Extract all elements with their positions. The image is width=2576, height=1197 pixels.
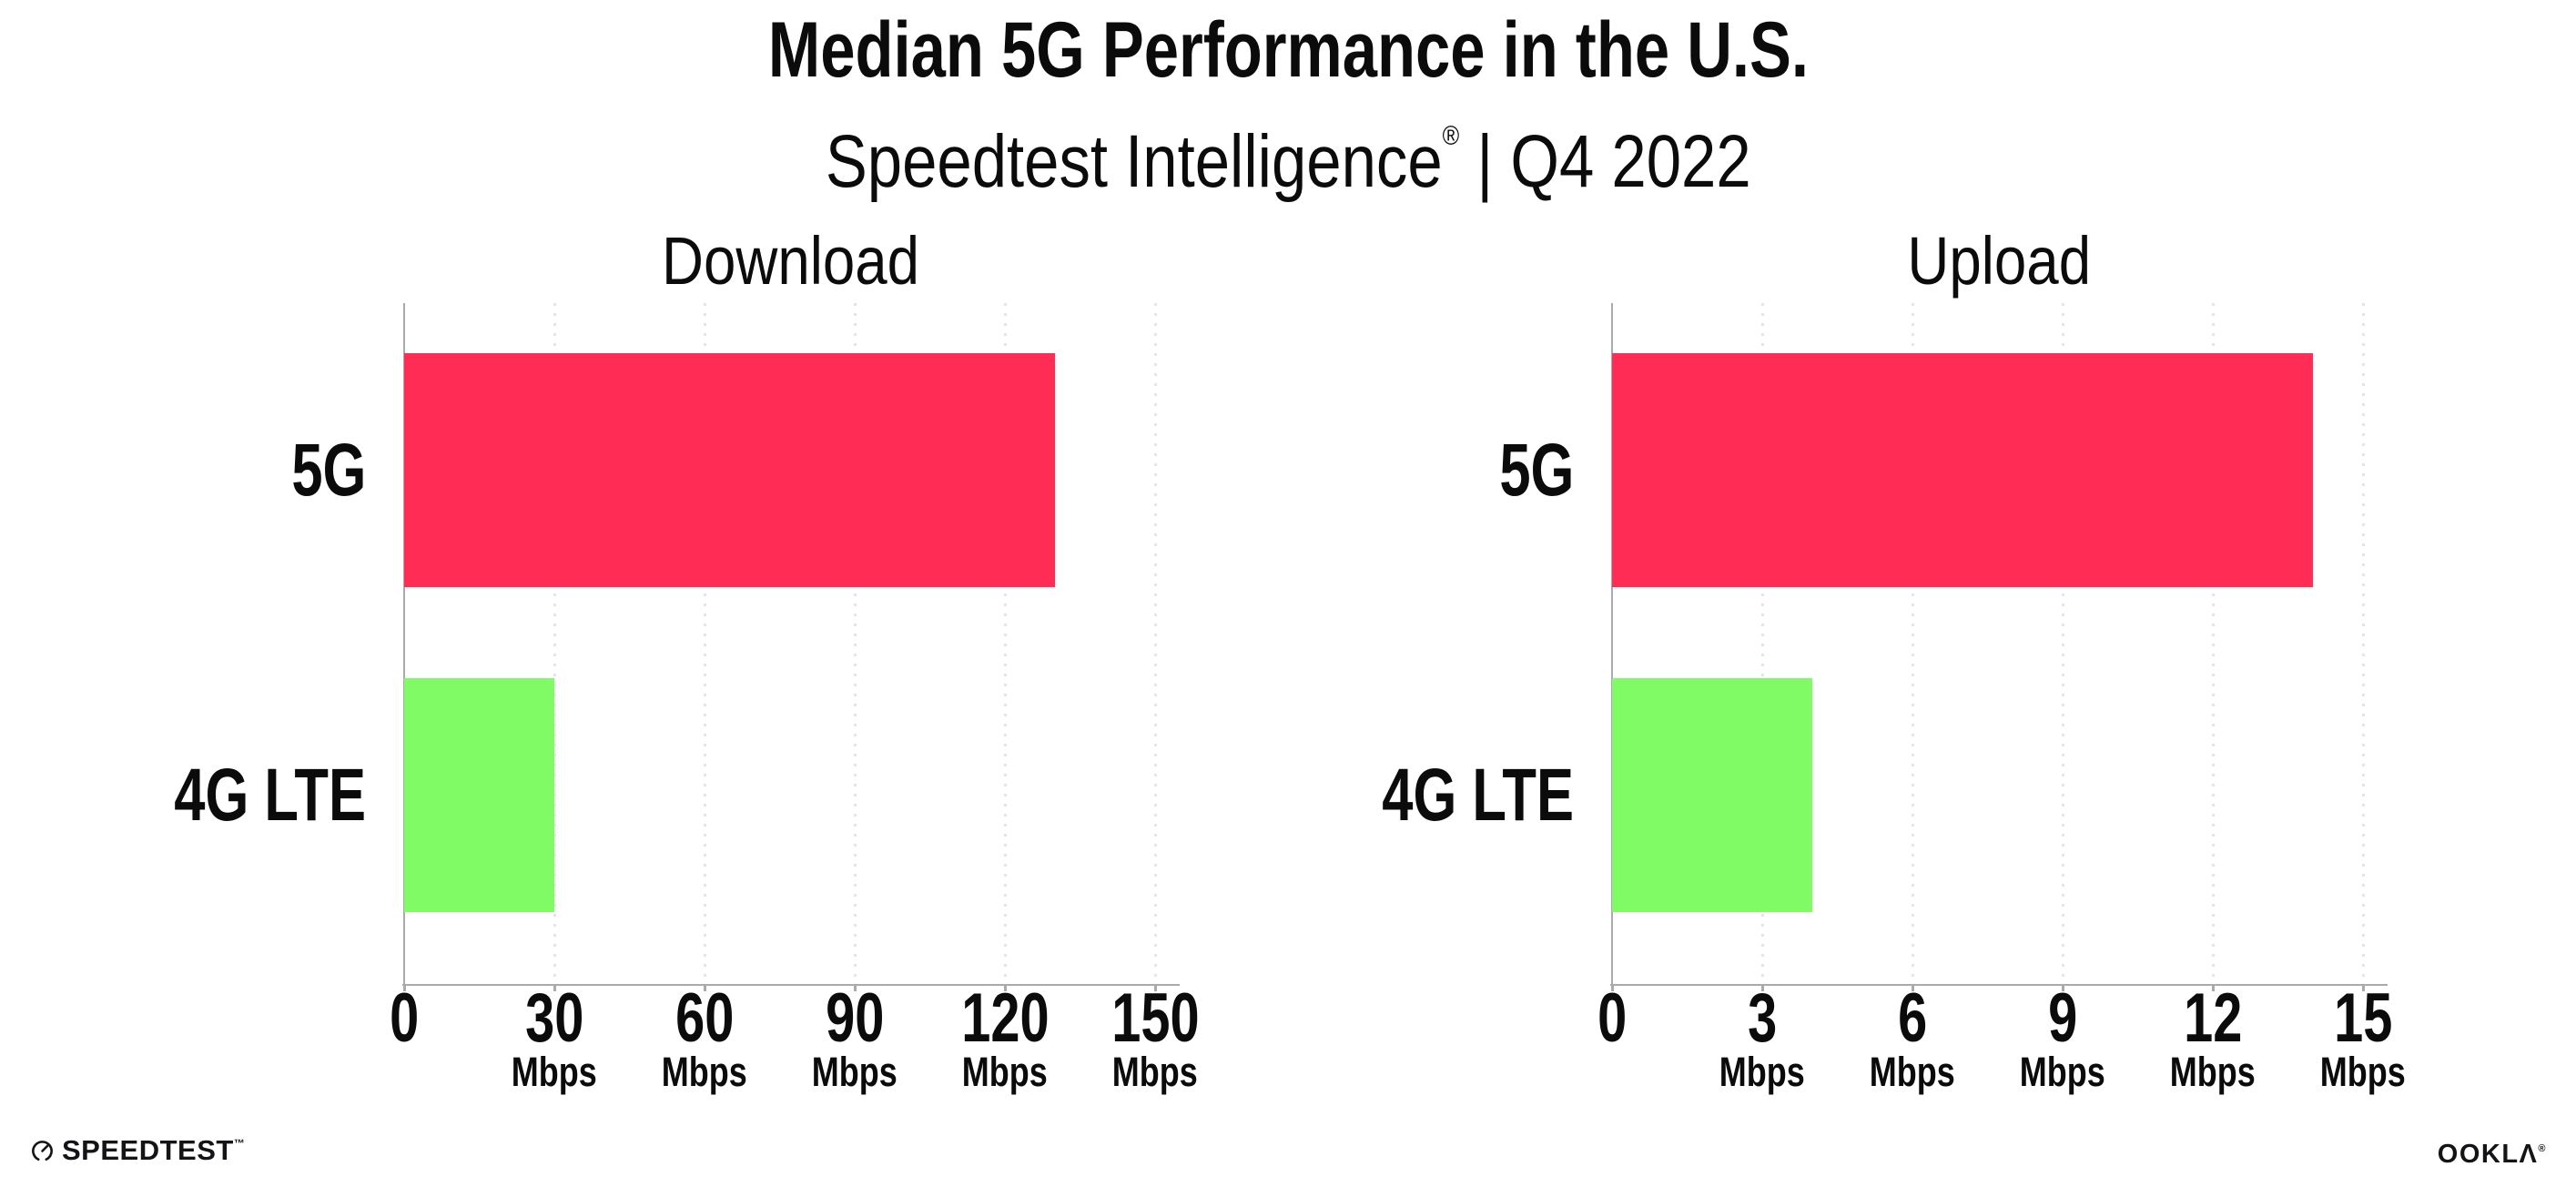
x-tick-mark <box>2212 985 2216 991</box>
x-tick-value: 6 <box>1898 979 1928 1057</box>
page-subtitle: Speedtest Intelligence® | Q4 2022 <box>0 95 2576 204</box>
x-tick-unit: Mbps <box>512 1049 598 1095</box>
x-tick-mark <box>1611 985 1614 991</box>
5g-bar <box>1612 353 2314 587</box>
x-tick-mark <box>1761 985 1765 991</box>
x-tick-value: 12 <box>2184 979 2243 1057</box>
x-tick-value: 0 <box>389 979 420 1057</box>
ookla-wordmark-text: OOKLΛ <box>2437 1140 2539 1169</box>
registered-icon: ® <box>2538 1143 2547 1154</box>
x-tick-unit: Mbps <box>1870 1049 1956 1095</box>
speedtest-gauge-icon <box>32 1140 53 1161</box>
x-tick-unit: Mbps <box>1719 1049 1806 1095</box>
x-tick-mark <box>553 985 557 991</box>
download-chart-title-text: Download <box>662 223 920 299</box>
x-tick-unit: Mbps <box>962 1049 1049 1095</box>
x-tick-mark <box>2062 985 2065 991</box>
4g-lte-axis-label: 4G LTE <box>1382 753 1574 837</box>
x-tick-label: 9 Mbps <box>1962 979 2163 1095</box>
x-tick-label: 12 Mbps <box>2113 979 2313 1095</box>
subtitle-separator: | <box>1458 120 1511 203</box>
speedtest-wordmark: SPEEDTEST™ <box>62 1134 245 1167</box>
x-tick-mark <box>403 985 406 991</box>
gridline <box>1154 303 1158 984</box>
5g-bar <box>404 353 1056 587</box>
gridline <box>854 303 857 984</box>
ookla-wordmark: OOKLΛ® <box>2438 1140 2547 1169</box>
x-tick-unit: Mbps <box>2020 1049 2106 1095</box>
upload-chart-title-text: Upload <box>1907 223 2091 299</box>
x-tick-unit: Mbps <box>2170 1049 2257 1095</box>
page-title-text: Median 5G Performance in the U.S. <box>767 6 1809 94</box>
page-title: Median 5G Performance in the U.S. <box>0 9 2576 91</box>
x-tick-mark <box>854 985 857 991</box>
gridline <box>1761 303 1765 984</box>
x-tick-label: 60 Mbps <box>604 979 805 1095</box>
x-tick-label: 15 Mbps <box>2263 979 2463 1095</box>
5g-axis-label: 5G <box>1498 428 1574 512</box>
x-tick-unit: Mbps <box>2320 1049 2407 1095</box>
4g-lte-axis-label: 4G LTE <box>174 753 366 837</box>
download-plot-area: 0 30 Mbps 60 Mbps 90 Mbps 120 Mbps 150 Mbps 5G 4G LT… <box>174 303 1199 1092</box>
4g-lte-bar <box>1612 678 1813 912</box>
x-tick-value: 15 <box>2334 979 2393 1057</box>
subtitle-brand: Speedtest Intelligence <box>825 120 1443 203</box>
x-tick-label: 0 <box>304 979 504 1057</box>
subtitle-period: Q4 2022 <box>1510 120 1751 203</box>
page-subtitle-text: Speedtest Intelligence® | Q4 2022 <box>826 95 1751 204</box>
5g-axis-label: 5G <box>290 428 366 512</box>
gridline <box>1912 303 1915 984</box>
y-axis-line <box>1611 303 1613 984</box>
registered-trademark-icon: ® <box>1442 121 1459 151</box>
speedtest-logo: SPEEDTEST™ <box>30 1134 245 1167</box>
gridline <box>1004 303 1008 984</box>
x-tick-label: 30 Mbps <box>454 979 654 1095</box>
x-tick-label: 3 Mbps <box>1662 979 1862 1095</box>
x-tick-unit: Mbps <box>662 1049 748 1095</box>
x-tick-label: 120 Mbps <box>905 979 1105 1095</box>
x-tick-mark <box>1912 985 1915 991</box>
x-tick-mark <box>2362 985 2366 991</box>
download-chart-title: Download <box>404 225 1178 303</box>
x-tick-unit: Mbps <box>812 1049 898 1095</box>
x-tick-value: 60 <box>674 979 735 1057</box>
upload-chart-title: Upload <box>1612 225 2386 303</box>
x-axis-line <box>402 984 1180 986</box>
x-tick-label: 150 Mbps <box>1055 979 1255 1095</box>
x-tick-mark <box>1154 985 1158 991</box>
x-tick-value: 150 <box>1111 979 1200 1057</box>
download-chart: Download 0 30 Mbps 60 Mbps 90 Mbps 120 Mbps 150 Mb… <box>174 225 1199 1094</box>
x-tick-value: 3 <box>1747 979 1778 1057</box>
x-axis-line <box>1610 984 2388 986</box>
x-tick-value: 120 <box>960 979 1050 1057</box>
gridline <box>704 303 707 984</box>
trademark-icon: ™ <box>233 1137 246 1150</box>
speedtest-wordmark-text: SPEEDTEST <box>62 1134 234 1166</box>
x-tick-value: 30 <box>524 979 584 1057</box>
upload-plot-area: 0 3 Mbps 6 Mbps 9 Mbps 12 Mbps 15 Mbps 5G 4G LTE <box>1382 303 2406 1092</box>
gridline <box>553 303 557 984</box>
x-tick-label: 0 <box>1512 979 1712 1057</box>
x-tick-label: 90 Mbps <box>755 979 955 1095</box>
x-tick-unit: Mbps <box>1112 1049 1199 1095</box>
x-tick-value: 90 <box>826 979 885 1057</box>
upload-chart: Upload 0 3 Mbps 6 Mbps 9 Mbps 12 Mbps 15 Mbps 5G 4G … <box>1382 225 2406 1094</box>
x-tick-mark <box>1004 985 1008 991</box>
gridline <box>2062 303 2065 984</box>
gridline <box>2212 303 2216 984</box>
x-tick-label: 6 Mbps <box>1812 979 2013 1095</box>
x-tick-mark <box>704 985 707 991</box>
ookla-logo: OOKLΛ® <box>2438 1140 2547 1170</box>
4g-lte-bar <box>404 678 555 912</box>
gridline <box>2362 303 2366 984</box>
y-axis-line <box>403 303 405 984</box>
x-tick-value: 9 <box>2048 979 2078 1057</box>
x-tick-value: 0 <box>1597 979 1628 1057</box>
